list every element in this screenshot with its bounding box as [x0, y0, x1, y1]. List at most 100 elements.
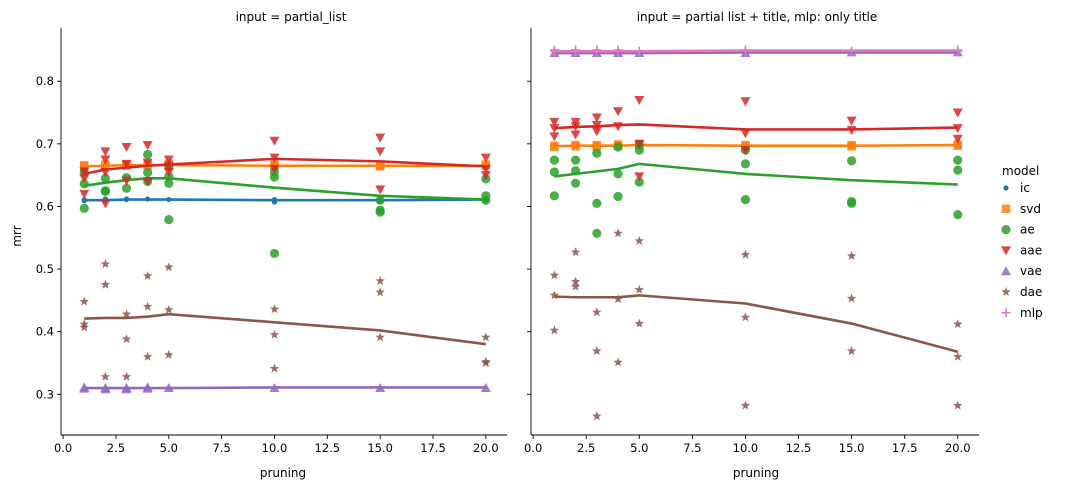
point-aae	[269, 164, 280, 174]
y-tick-label: 0.3	[36, 387, 54, 401]
point-dae	[570, 247, 581, 257]
point-aae	[952, 108, 963, 118]
point-ae	[570, 178, 581, 188]
point-ae	[143, 168, 153, 178]
trend-line-vae	[554, 51, 958, 55]
point-aae	[142, 141, 153, 151]
point-aae	[634, 172, 645, 182]
x-tick-label: 0.0	[54, 441, 72, 455]
x-tick-label: 7.5	[683, 441, 701, 455]
legend-marker-svd	[1001, 204, 1011, 213]
trend-line-vae	[84, 386, 486, 390]
point-aae	[570, 130, 581, 140]
legend-label: dae	[1020, 285, 1042, 299]
trend-line-aae	[554, 123, 958, 131]
point-ae	[375, 205, 385, 215]
x-tick-label: 17.5	[420, 441, 446, 455]
point-ae	[549, 167, 559, 177]
point-dae	[634, 235, 645, 245]
point-aae	[613, 107, 624, 117]
point-ae	[375, 195, 385, 205]
point-ae	[592, 228, 602, 238]
point-dae	[79, 319, 90, 329]
point-dae	[481, 332, 491, 342]
point-dae	[100, 259, 111, 269]
point-dae	[121, 334, 132, 344]
point-aae	[163, 168, 174, 178]
x-tick-label: 15.0	[367, 441, 393, 455]
point-dae	[570, 281, 581, 291]
series-aae	[549, 96, 963, 182]
point-aae	[549, 132, 560, 142]
x-tick-label: 10.0	[733, 441, 759, 455]
legend-item-aae: aae	[1001, 243, 1042, 257]
legend-item-mlp: mlp	[1001, 306, 1043, 320]
panel-title: input = partial_list	[236, 10, 347, 24]
point-ae	[164, 215, 174, 225]
panel-title: input = partial list + title, mlp: only …	[637, 10, 878, 24]
point-aae	[142, 158, 153, 168]
x-axis-label: pruning	[260, 466, 306, 480]
point-svd	[481, 160, 491, 169]
trend-line-ae	[554, 162, 958, 186]
point-aae	[740, 146, 751, 156]
series-dae	[79, 259, 491, 381]
point-ae	[740, 194, 751, 205]
legend-marker-ae	[1001, 225, 1011, 235]
y-tick-label: 0.4	[36, 325, 54, 339]
point-ae	[847, 156, 857, 166]
point-dae	[269, 329, 280, 339]
point-dae	[592, 411, 602, 421]
legend-marker-aae	[1001, 246, 1011, 256]
series-dae	[549, 228, 963, 421]
point-aae	[634, 96, 645, 106]
y-axis-label: mrr	[10, 225, 24, 246]
point-aae	[952, 134, 963, 144]
point-aae	[591, 113, 602, 123]
point-ae	[613, 169, 623, 179]
point-aae	[634, 139, 645, 149]
point-aae	[121, 159, 132, 169]
legend-item-vae: vae	[1001, 264, 1042, 278]
legend-item-ae: ae	[1001, 223, 1035, 237]
point-ae	[847, 196, 857, 207]
series-vae	[79, 382, 491, 394]
point-ae	[164, 178, 174, 188]
point-ae	[121, 183, 132, 193]
point-aae	[121, 176, 132, 186]
point-dae	[953, 351, 963, 361]
x-tick-label: 5.0	[630, 441, 648, 455]
legend-marker-dae	[1001, 287, 1011, 297]
point-aae	[142, 177, 153, 187]
x-tick-label: 10.0	[262, 441, 288, 455]
point-dae	[100, 371, 111, 381]
point-ae	[613, 191, 623, 202]
point-dae	[100, 279, 111, 289]
legend-label: aae	[1020, 243, 1042, 257]
series-ae	[549, 139, 963, 238]
point-dae	[142, 270, 153, 280]
point-ae	[592, 148, 602, 158]
point-aae	[375, 133, 386, 143]
point-aae	[121, 142, 132, 152]
point-dae	[570, 276, 581, 286]
x-tick-label: 20.0	[473, 441, 499, 455]
panel-partial-list: input = partial_list 0.0 2.5 5.0 7.5 10.0 12.…	[10, 10, 507, 480]
point-dae	[142, 301, 153, 311]
point-aae	[100, 147, 111, 157]
point-ae	[143, 149, 153, 160]
point-aae	[269, 136, 280, 146]
point-ae	[79, 203, 89, 213]
point-dae	[164, 262, 174, 272]
y-tick-label: 0.5	[36, 262, 54, 276]
x-tick-label: 7.5	[212, 441, 230, 455]
y-tick-label: 0.6	[36, 199, 54, 213]
point-dae	[142, 351, 153, 361]
point-dae	[953, 319, 963, 329]
point-aae	[79, 174, 90, 184]
point-aae	[100, 155, 111, 165]
point-aae	[846, 116, 857, 126]
point-dae	[592, 307, 602, 317]
point-aae	[79, 167, 90, 177]
